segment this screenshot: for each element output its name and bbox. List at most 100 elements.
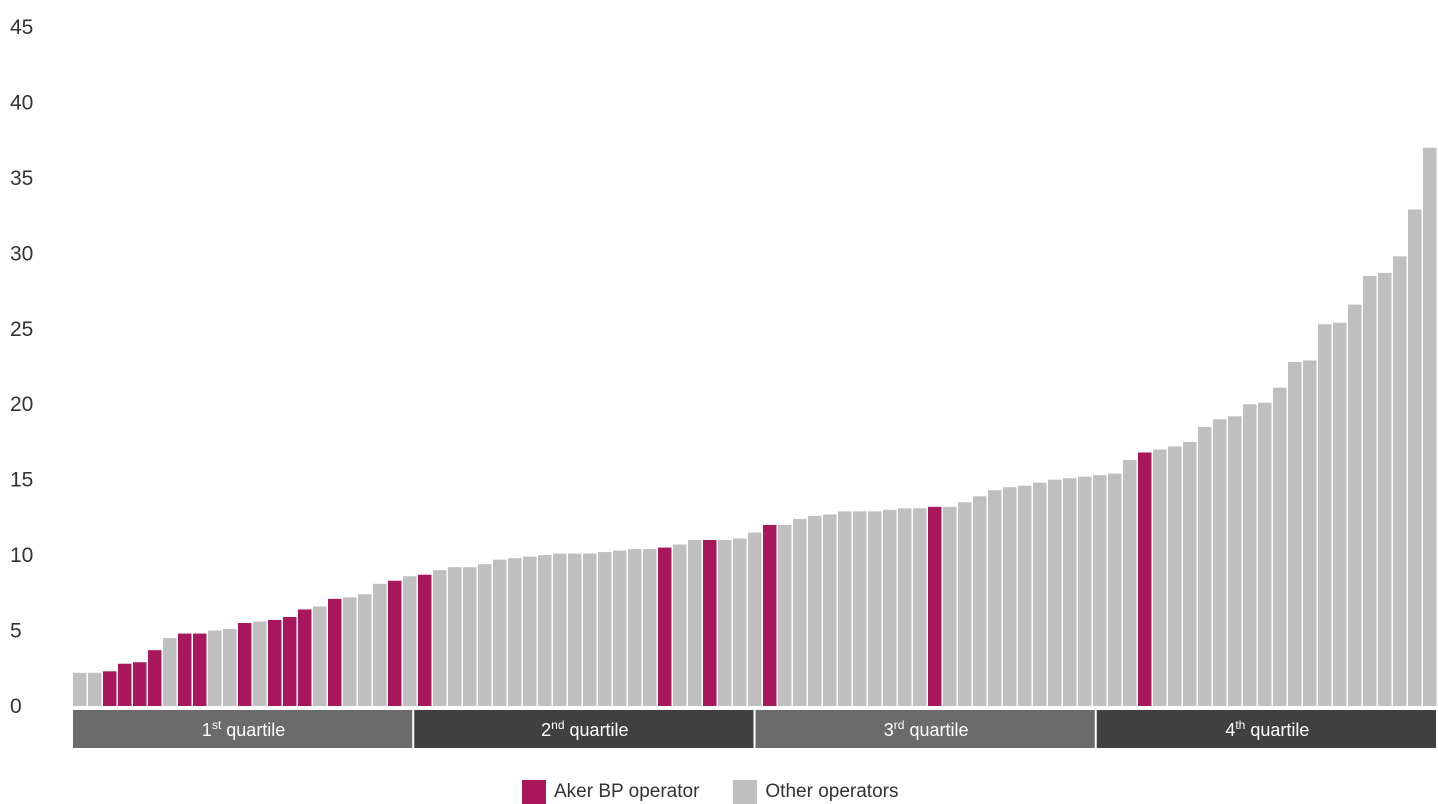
bar-other-operator bbox=[583, 553, 597, 706]
quartile-segment bbox=[755, 710, 1095, 748]
quartile-segment bbox=[73, 710, 413, 748]
quartile-label: 1st quartile bbox=[202, 718, 285, 740]
bar-other-operator bbox=[1243, 404, 1257, 706]
y-axis: 0 5 10 15 20 25 30 35 40 45 bbox=[10, 16, 33, 718]
quartile-label: 4th quartile bbox=[1225, 718, 1309, 740]
y-tick-label: 0 bbox=[10, 695, 22, 718]
bar-other-operator bbox=[1153, 449, 1167, 706]
bar-other-operator bbox=[973, 496, 987, 706]
bar-aker-bp bbox=[658, 547, 672, 706]
bar-other-operator bbox=[913, 508, 927, 706]
bar-other-operator bbox=[1108, 473, 1122, 706]
bar-aker-bp bbox=[388, 580, 402, 706]
bar-aker-bp bbox=[928, 506, 942, 706]
bar-other-operator bbox=[313, 606, 327, 706]
y-tick-label: 20 bbox=[10, 393, 33, 416]
bar-aker-bp bbox=[118, 663, 132, 706]
legend-swatch-other bbox=[733, 780, 758, 804]
bar-other-operator bbox=[403, 576, 417, 706]
bars bbox=[73, 147, 1437, 706]
bar-other-operator bbox=[1408, 209, 1422, 706]
bar-other-operator bbox=[748, 532, 762, 706]
y-tick-label: 35 bbox=[10, 167, 33, 190]
bar-other-operator bbox=[1198, 426, 1212, 706]
y-tick-label: 10 bbox=[10, 544, 33, 567]
bar-other-operator bbox=[463, 567, 477, 706]
bar-other-operator bbox=[538, 555, 552, 706]
bar-other-operator bbox=[1123, 460, 1137, 706]
bar-aker-bp bbox=[103, 671, 117, 706]
bar-aker-bp bbox=[1138, 452, 1152, 706]
bar-other-operator bbox=[673, 544, 687, 706]
quartile-segment bbox=[414, 710, 754, 748]
bar-other-operator bbox=[898, 508, 912, 706]
legend-swatch-aker bbox=[522, 780, 546, 804]
bar-other-operator bbox=[1273, 387, 1287, 706]
bar-other-operator bbox=[1093, 475, 1107, 706]
bar-other-operator bbox=[73, 672, 87, 706]
bar-other-operator bbox=[1363, 275, 1377, 706]
bar-other-operator bbox=[1078, 476, 1092, 706]
y-tick-label: 40 bbox=[10, 91, 33, 114]
legend-label-other: Other operators bbox=[765, 781, 899, 802]
bar-aker-bp bbox=[763, 524, 777, 706]
bar-other-operator bbox=[1048, 479, 1062, 706]
bar-other-operator bbox=[163, 638, 177, 706]
bar-other-operator bbox=[943, 506, 957, 706]
bar-aker-bp bbox=[133, 662, 147, 706]
bar-aker-bp bbox=[178, 633, 192, 706]
bar-other-operator bbox=[628, 549, 642, 706]
quartile-band: 1st quartile 2nd quartile 3rd quartile 4th … bbox=[73, 710, 1436, 748]
bar-other-operator bbox=[523, 556, 537, 706]
y-tick-label: 30 bbox=[10, 242, 33, 265]
bar-aker-bp bbox=[283, 616, 297, 706]
bar-other-operator bbox=[433, 570, 447, 706]
bar-other-operator bbox=[1168, 446, 1182, 706]
y-tick-label: 15 bbox=[10, 469, 33, 492]
legend: Aker BP operator Other operators bbox=[522, 780, 898, 804]
bar-other-operator bbox=[1288, 361, 1302, 706]
bar-other-operator bbox=[373, 583, 387, 706]
bar-other-operator bbox=[958, 502, 972, 706]
bar-other-operator bbox=[1378, 272, 1392, 706]
bar-other-operator bbox=[208, 630, 222, 706]
bar-other-operator bbox=[643, 549, 657, 706]
bar-other-operator bbox=[1063, 478, 1077, 706]
bar-other-operator bbox=[358, 594, 372, 706]
bar-other-operator bbox=[343, 597, 357, 706]
bar-other-operator bbox=[1258, 402, 1272, 706]
bar-other-operator bbox=[1033, 482, 1047, 706]
bar-other-operator bbox=[733, 538, 747, 706]
bar-aker-bp bbox=[238, 623, 252, 706]
bar-other-operator bbox=[1333, 322, 1347, 706]
bar-aker-bp bbox=[418, 574, 432, 706]
bar-other-operator bbox=[568, 553, 582, 706]
bar-other-operator bbox=[1318, 324, 1332, 706]
bar-other-operator bbox=[493, 559, 507, 706]
bar-aker-bp bbox=[148, 650, 162, 706]
bar-other-operator bbox=[688, 540, 702, 706]
bar-other-operator bbox=[883, 509, 897, 706]
bar-aker-bp bbox=[703, 540, 717, 706]
bar-other-operator bbox=[253, 621, 267, 706]
bar-other-operator bbox=[853, 511, 867, 706]
bar-other-operator bbox=[1018, 485, 1032, 706]
bar-aker-bp bbox=[268, 619, 282, 706]
bar-chart: 0 5 10 15 20 25 30 35 40 45 1st quartile 2nd quart… bbox=[10, 16, 1437, 748]
bar-other-operator bbox=[1183, 441, 1197, 706]
bar-other-operator bbox=[553, 553, 567, 706]
bar-other-operator bbox=[478, 564, 492, 706]
y-tick-label: 45 bbox=[10, 16, 33, 39]
legend-item-aker: Aker BP operator bbox=[522, 780, 699, 804]
bar-other-operator bbox=[823, 514, 837, 706]
bar-aker-bp bbox=[298, 609, 312, 706]
bar-other-operator bbox=[88, 672, 102, 706]
bar-other-operator bbox=[1303, 360, 1317, 706]
bar-other-operator bbox=[1393, 256, 1407, 706]
bar-other-operator bbox=[808, 515, 822, 706]
legend-item-other: Other operators bbox=[733, 780, 898, 804]
bar-other-operator bbox=[1423, 147, 1437, 706]
bar-other-operator bbox=[598, 552, 612, 706]
y-tick-label: 25 bbox=[10, 318, 33, 341]
bar-other-operator bbox=[838, 511, 852, 706]
